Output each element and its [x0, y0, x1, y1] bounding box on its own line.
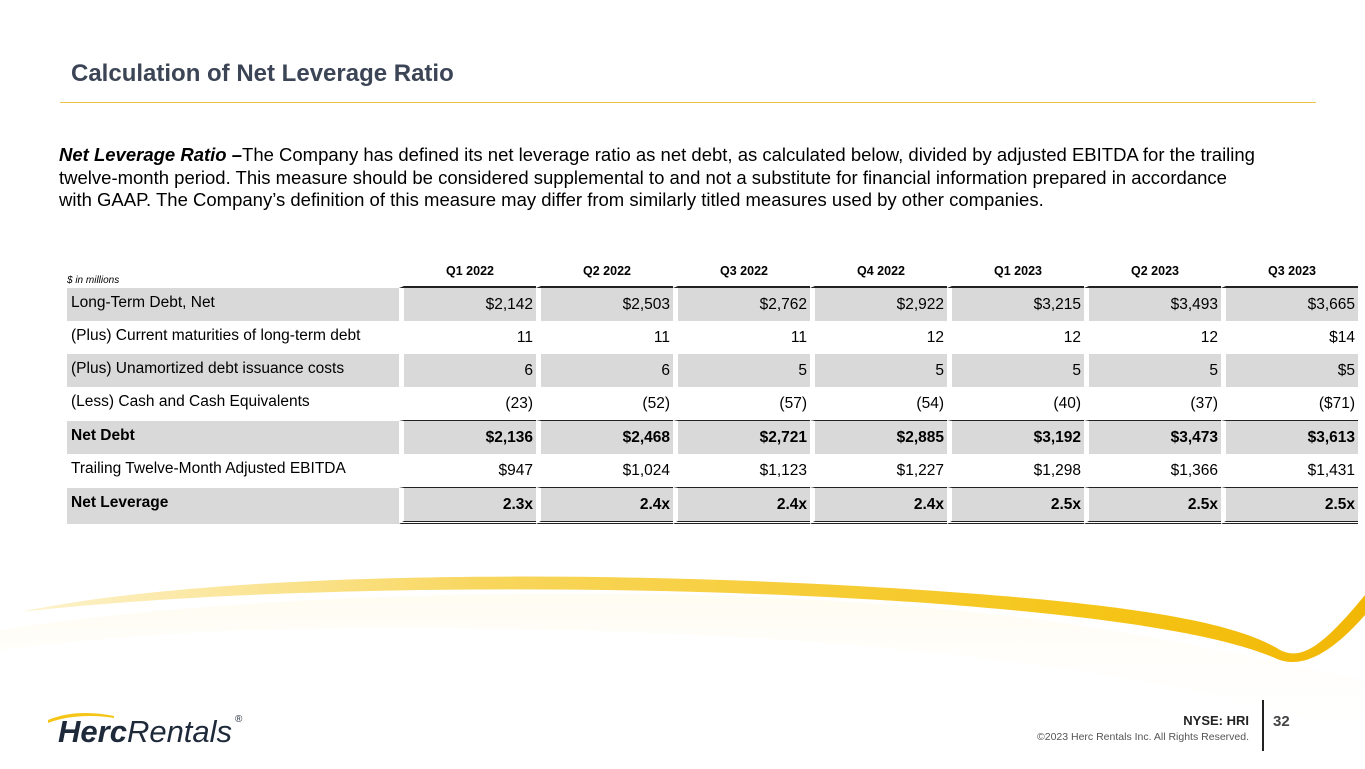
table-cell: 11	[653, 328, 670, 346]
table-cell: 2.4x	[673, 488, 810, 524]
table-cell: 2.3x	[399, 488, 536, 524]
table-cell: 2.5x	[1084, 488, 1221, 524]
table-cell: 2.5x	[1221, 488, 1358, 524]
table-cell: $1,024	[536, 454, 673, 488]
table-cell: $3,493	[1084, 288, 1221, 321]
table-cell: (23)	[399, 387, 536, 421]
table-row: Net Debt $2,136 $2,468 $2,721 $2,885 $3,…	[67, 421, 1358, 454]
table-cell: (37)	[1084, 387, 1221, 421]
table-cell: (52)	[536, 387, 673, 421]
net-leverage-table: $ in millions Q1 2022 Q2 2022 Q3 2022 Q4…	[67, 256, 1358, 524]
units-label: $ in millions	[67, 275, 120, 286]
logo-swoosh-icon	[48, 712, 114, 723]
table-cell: 12	[1063, 328, 1081, 346]
table-cell: 5	[810, 354, 947, 387]
table-cell: $2,721	[673, 421, 810, 454]
table-cell: 11	[516, 328, 533, 346]
table-cell: (54)	[810, 387, 947, 421]
page-number: 32	[1273, 713, 1290, 730]
row-label: Long-Term Debt, Net	[67, 288, 399, 321]
column-header: Q1 2022	[399, 256, 536, 288]
row-label: (Less) Cash and Cash Equivalents	[71, 393, 310, 410]
row-label: (Plus) Current maturities of long-term d…	[71, 327, 361, 344]
table-cell: $1,298	[947, 454, 1084, 488]
table-cell: 12	[926, 328, 944, 346]
intro-lead: Net Leverage Ratio –	[59, 144, 243, 165]
intro-body: The Company has defined its net leverage…	[59, 144, 1255, 210]
column-header: Q3 2023	[1221, 256, 1358, 288]
intro-paragraph: Net Leverage Ratio –The Company has defi…	[59, 144, 1259, 212]
row-label: Net Debt	[67, 421, 399, 454]
table-cell: $1,227	[810, 454, 947, 488]
column-header: Q1 2023	[947, 256, 1084, 288]
column-header: Q4 2022	[810, 256, 947, 288]
table-row: Long-Term Debt, Net $2,142 $2,503 $2,762…	[67, 288, 1358, 321]
table-cell: 5	[1084, 354, 1221, 387]
table-cell: $2,136	[399, 421, 536, 454]
table-cell: 11	[790, 328, 807, 346]
table-cell: 5	[947, 354, 1084, 387]
table-cell: 2.4x	[536, 488, 673, 524]
table-row: (Plus) Unamortized debt issuance costs 6…	[67, 354, 1358, 387]
row-label: Net Leverage	[67, 488, 399, 524]
table-cell: 6	[399, 354, 536, 387]
swoosh-decoration	[0, 576, 1365, 740]
table-row: (Less) Cash and Cash Equivalents (23) (5…	[67, 387, 1358, 421]
table-cell: $3,665	[1221, 288, 1358, 321]
page-title: Calculation of Net Leverage Ratio	[71, 60, 454, 87]
table-cell: $2,503	[536, 288, 673, 321]
table-cell: $14	[1329, 328, 1355, 346]
footer-divider	[1262, 700, 1264, 751]
title-divider	[60, 102, 1316, 103]
column-header: Q2 2022	[536, 256, 673, 288]
table-cell: 2.5x	[947, 488, 1084, 524]
table-row: Trailing Twelve-Month Adjusted EBITDA $9…	[67, 454, 1358, 488]
table-cell: $2,468	[536, 421, 673, 454]
table-cell: 12	[1200, 328, 1218, 346]
table-cell: $2,142	[399, 288, 536, 321]
table-cell: $2,922	[810, 288, 947, 321]
stock-ticker: NYSE: HRI	[1183, 713, 1249, 728]
copyright-notice: ©2023 Herc Rentals Inc. All Rights Reser…	[1037, 731, 1249, 743]
table-cell: $1,123	[673, 454, 810, 488]
table-cell: $3,613	[1221, 421, 1358, 454]
table-cell: $3,192	[947, 421, 1084, 454]
table-cell: $2,762	[673, 288, 810, 321]
table-cell: $1,366	[1084, 454, 1221, 488]
row-label: Trailing Twelve-Month Adjusted EBITDA	[71, 460, 346, 477]
column-header: Q2 2023	[1084, 256, 1221, 288]
table-cell: 2.4x	[810, 488, 947, 524]
table-cell: (57)	[673, 387, 810, 421]
table-cell: $3,215	[947, 288, 1084, 321]
table-cell: (40)	[947, 387, 1084, 421]
table-cell: 6	[536, 354, 673, 387]
table-cell: $5	[1221, 354, 1358, 387]
table-cell: 5	[673, 354, 810, 387]
row-label: (Plus) Unamortized debt issuance costs	[67, 354, 399, 387]
column-header: Q3 2022	[673, 256, 810, 288]
herc-rentals-logo: HercRentals	[58, 714, 233, 749]
table-cell: ($71)	[1221, 387, 1358, 421]
table-cell: $1,431	[1221, 454, 1358, 488]
registered-mark: ®	[235, 714, 243, 725]
table-cell: $3,473	[1084, 421, 1221, 454]
table-row: Net Leverage 2.3x 2.4x 2.4x 2.4x 2.5x 2.…	[67, 488, 1358, 524]
table-cell: $947	[399, 454, 536, 488]
table-row: (Plus) Current maturities of long-term d…	[67, 321, 1358, 354]
table-cell: $2,885	[810, 421, 947, 454]
